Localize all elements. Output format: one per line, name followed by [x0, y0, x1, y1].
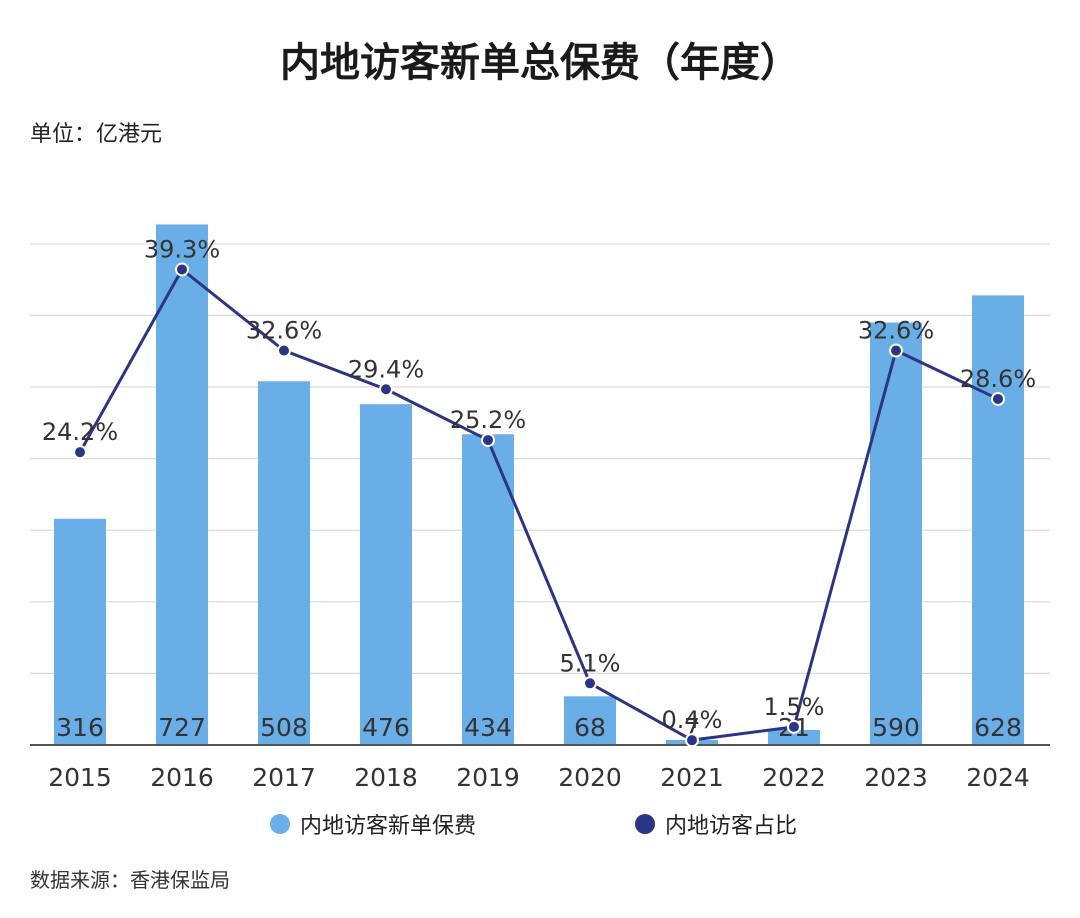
unit-label: 单位：亿港元	[30, 122, 163, 147]
ratio-point	[991, 391, 1005, 406]
ratio-label: 29.4%	[348, 355, 424, 383]
data-source: 数据来源：香港保监局	[30, 868, 230, 892]
ratio-point	[889, 343, 903, 358]
ratio-label: 32.6%	[246, 317, 322, 345]
bar-value-label: 727	[158, 713, 206, 742]
x-tick-label: 2022	[762, 763, 826, 792]
ratio-point	[175, 262, 189, 277]
ratio-label: 39.3%	[144, 235, 220, 263]
x-tick-label: 2018	[354, 763, 418, 792]
ratio-point	[685, 733, 699, 748]
x-tick-label: 2015	[48, 763, 112, 792]
bar	[360, 404, 412, 745]
ratio-label: 1.5%	[764, 693, 825, 721]
x-tick-label: 2021	[660, 763, 724, 792]
bar-value-label: 590	[872, 713, 920, 742]
bar	[564, 696, 616, 745]
legend-item-bar: 内地访客新单保费	[270, 808, 476, 840]
bar	[54, 518, 106, 745]
bar-value-label: 434	[464, 713, 512, 742]
legend-swatch-line	[635, 814, 655, 834]
bar-value-label: 508	[260, 713, 308, 742]
bar-value-label: 316	[56, 713, 104, 742]
ratio-point	[379, 382, 393, 397]
bar	[972, 295, 1024, 745]
ratio-label: 0.4%	[662, 706, 723, 734]
ratio-point	[583, 676, 597, 691]
bar-value-label: 628	[974, 713, 1022, 742]
bar	[462, 434, 514, 745]
x-tick-label: 2019	[456, 763, 520, 792]
ratio-point	[73, 445, 87, 460]
ratio-label: 5.1%	[560, 649, 621, 677]
x-tick-label: 2024	[966, 763, 1030, 792]
x-tick-label: 2017	[252, 763, 316, 792]
bar	[768, 729, 820, 745]
bar	[258, 381, 310, 745]
bar	[156, 224, 208, 745]
ratio-point	[277, 343, 291, 358]
chart-title: 内地访客新单总保费（年度）	[280, 40, 800, 86]
ratio-label: 32.6%	[858, 317, 934, 345]
ratio-label: 28.6%	[960, 365, 1036, 393]
bar	[870, 322, 922, 745]
ratio-label: 24.2%	[42, 418, 118, 446]
bar-value-label: 476	[362, 713, 410, 742]
x-tick-label: 2020	[558, 763, 622, 792]
legend-swatch-bar	[270, 814, 290, 834]
legend-label-line: 内地访客占比	[665, 814, 798, 839]
legend: 内地访客新单保费 内地访客占比	[0, 808, 1080, 844]
legend-item-line: 内地访客占比	[635, 808, 797, 840]
bar-value-label: 68	[574, 713, 606, 742]
x-tick-label: 2023	[864, 763, 928, 792]
ratio-label: 25.2%	[450, 406, 526, 434]
ratio-point	[787, 719, 801, 734]
ratio-line	[78, 267, 999, 742]
legend-label-bar: 内地访客新单保费	[300, 814, 477, 839]
x-tick-label: 2016	[150, 763, 214, 792]
ratio-point	[481, 433, 495, 448]
